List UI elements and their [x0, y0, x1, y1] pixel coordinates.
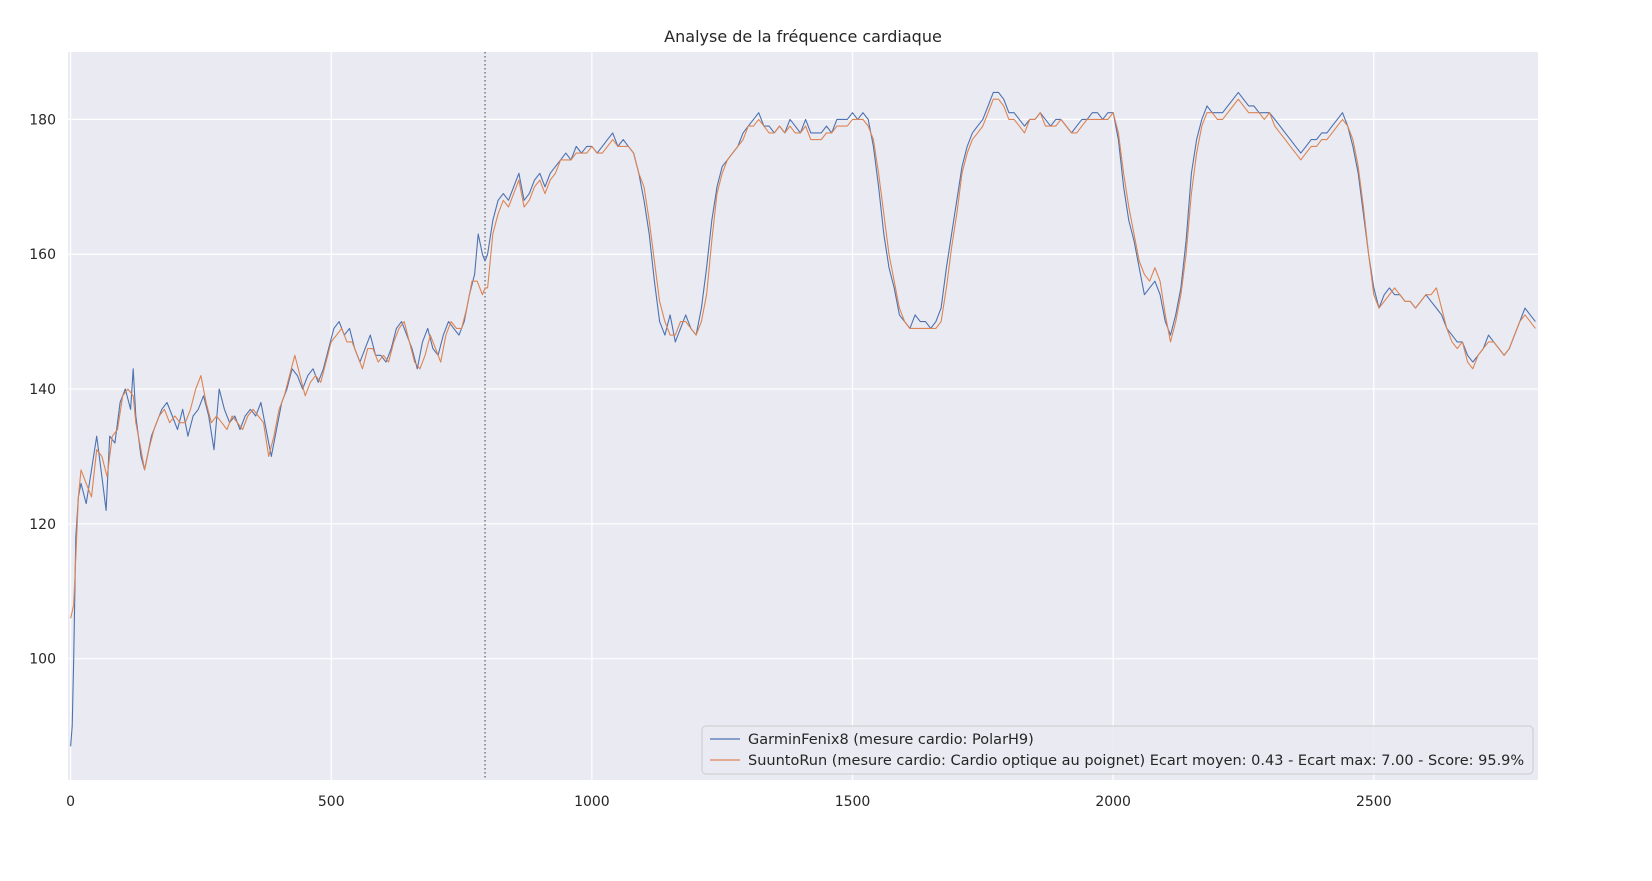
x-tick-label: 0 [66, 794, 75, 810]
y-tick-label: 180 [29, 112, 56, 128]
axis-ticks: 0 500 1000 1500 2000 2500 100 120 140 160 180 [29, 112, 1391, 810]
y-tick-label: 160 [29, 247, 56, 263]
x-tick-label: 2000 [1095, 794, 1131, 810]
x-tick-label: 1000 [574, 794, 610, 810]
series-line-garmin [70, 91, 1536, 747]
legend-label-garmin: GarminFenix8 (mesure cardio: PolarH9) [748, 732, 1034, 748]
series-layer [70, 91, 1536, 747]
x-tick-label: 1500 [835, 794, 871, 810]
x-tick-label: 500 [318, 794, 345, 810]
plot-area [68, 52, 1538, 780]
grid-lines [68, 52, 1538, 780]
y-tick-label: 120 [29, 517, 56, 533]
y-tick-label: 140 [29, 382, 56, 398]
x-tick-label: 2500 [1356, 794, 1392, 810]
legend-label-suunto: SuuntoRun (mesure cardio: Cardio optique… [748, 753, 1524, 769]
y-tick-label: 100 [29, 652, 56, 668]
legend-box [701, 725, 1534, 775]
series-line-suunto [70, 98, 1536, 619]
legend: GarminFenix8 (mesure cardio: PolarH9) Su… [701, 725, 1534, 775]
chart-title: Analyse de la fréquence cardiaque [664, 27, 942, 46]
